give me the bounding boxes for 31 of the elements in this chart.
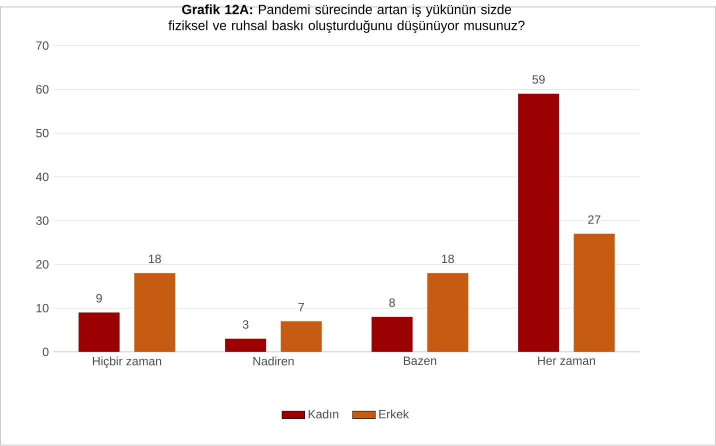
x-tick-label: Her zaman (538, 356, 595, 366)
x-tick-label: Bazen (404, 356, 436, 366)
data-label: 59 (532, 75, 545, 84)
y-tick-label: 50 (36, 129, 49, 138)
legend-label: Kadın (308, 410, 338, 419)
y-tick-label: 40 (36, 172, 49, 182)
bar (134, 273, 176, 352)
bar (78, 312, 120, 352)
bar (427, 273, 468, 352)
bar (574, 234, 615, 352)
bar (372, 317, 413, 352)
y-tick-label: 10 (36, 304, 49, 313)
data-label: 3 (242, 320, 248, 329)
y-tick-label: 70 (36, 42, 49, 50)
data-label: 8 (389, 298, 395, 308)
y-tick-label: 30 (36, 216, 49, 226)
data-label: 9 (96, 294, 102, 303)
x-tick-label: Nadiren (253, 356, 294, 366)
x-tick-label: Hiçbir zaman (92, 356, 162, 368)
data-label: 27 (588, 216, 600, 224)
data-label: 7 (298, 303, 304, 312)
y-tick-label: 20 (36, 260, 49, 269)
y-tick-label: 0 (42, 348, 49, 356)
bar (280, 322, 322, 352)
chart-title: Grafik 12A: Pandemi sürecinde artan iş yükünün sizde fiziksel ve ruhsal baskı oluşturduğunu düşünüyor musunuz? (168, 4, 525, 34)
legend-label: Erkek (379, 410, 409, 419)
data-label: 18 (442, 254, 454, 264)
bar (225, 339, 266, 352)
bar (518, 94, 560, 352)
data-label: 18 (149, 254, 161, 264)
y-tick-label: 60 (36, 85, 49, 94)
